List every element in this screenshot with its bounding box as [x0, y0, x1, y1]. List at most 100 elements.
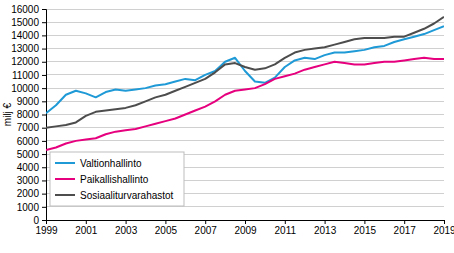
x-tick-label: 2007	[195, 225, 218, 236]
x-tick: 2001	[75, 220, 98, 236]
y-axis-title: milj €	[2, 102, 13, 126]
y-tick: 14000	[11, 30, 46, 41]
legend-swatch	[55, 194, 75, 196]
y-tick-mark	[42, 128, 46, 129]
y-tick-label: 4000	[17, 162, 40, 173]
y-tick: 4000	[17, 162, 46, 173]
x-tick-mark	[126, 220, 127, 224]
x-tick-mark	[364, 220, 365, 224]
x-axis: 1999 2001 2003 2005 2007 2009 2011 2013 2015 2017…	[35, 220, 454, 236]
y-tick-mark	[42, 22, 46, 23]
x-tick: 2005	[155, 220, 178, 236]
x-tick-label: 1999	[35, 225, 58, 236]
legend-label: Paikallishallinto	[80, 174, 149, 185]
grid-line	[46, 140, 444, 141]
y-tick-label: 13000	[11, 43, 39, 54]
y-tick: 6000	[17, 136, 46, 147]
y-tick-label: 1000	[17, 202, 40, 213]
y-tick: 1000	[17, 202, 46, 213]
y-tick-mark	[42, 101, 46, 102]
y-tick-mark	[42, 194, 46, 195]
x-tick-label: 2001	[75, 225, 98, 236]
grid-line	[46, 127, 444, 128]
y-tick-label: 11000	[12, 70, 40, 81]
y-tick-label: 9000	[17, 96, 40, 107]
y-axis-line	[42, 10, 47, 221]
x-tick-mark	[46, 220, 47, 224]
x-tick-mark	[245, 220, 246, 224]
y-tick-mark	[42, 141, 46, 142]
x-tick-mark	[404, 220, 405, 224]
x-tick-mark	[165, 220, 166, 224]
x-tick-mark	[285, 220, 286, 224]
chart: 0100020003000400050006000700080009000100…	[0, 0, 454, 253]
grid-line	[46, 101, 444, 102]
y-tick-label: 2000	[17, 188, 40, 199]
x-tick: 2017	[394, 220, 417, 236]
y-tick-mark	[42, 49, 46, 50]
y-tick: 13000	[11, 43, 46, 54]
x-tick: 2009	[234, 220, 257, 236]
x-tick-label: 2013	[314, 225, 337, 236]
y-tick-label: 12000	[11, 56, 39, 67]
x-tick-mark	[444, 220, 445, 224]
x-tick: 2013	[314, 220, 337, 236]
x-tick: 2011	[275, 220, 297, 236]
y-tick-label: 16000	[11, 4, 39, 15]
x-tick-mark	[86, 220, 87, 224]
y-tick: 9000	[17, 96, 46, 107]
legend-box	[50, 152, 184, 206]
y-axis: 0100020003000400050006000700080009000100…	[11, 4, 46, 226]
lines	[46, 17, 444, 150]
y-tick: 11000	[12, 70, 46, 81]
y-tick-mark	[42, 35, 46, 36]
y-tick-label: 14000	[11, 30, 39, 41]
legend-swatch	[55, 162, 75, 164]
y-tick-mark	[42, 62, 46, 63]
x-tick-label: 2011	[275, 225, 297, 236]
y-tick-label: 10000	[11, 83, 39, 94]
y-tick: 16000	[11, 4, 46, 15]
x-tick-label: 2017	[394, 225, 417, 236]
grid	[46, 9, 444, 220]
legend-label: Valtionhallinto	[80, 158, 142, 169]
grid-line	[46, 22, 444, 23]
y-tick: 5000	[17, 149, 46, 160]
x-tick-label: 2019	[433, 225, 454, 236]
y-tick-label: 8000	[17, 109, 40, 120]
x-tick: 2015	[354, 220, 377, 236]
y-tick-mark	[42, 180, 46, 181]
x-axis-line	[47, 221, 445, 225]
legend: Valtionhallinto Paikallishallinto Sosiaali…	[50, 152, 184, 206]
series-line	[46, 17, 444, 128]
y-tick-mark	[42, 9, 46, 10]
y-tick: 0	[33, 215, 46, 226]
grid-line	[46, 48, 444, 49]
x-tick: 2019	[433, 220, 454, 236]
grid-line	[46, 35, 444, 36]
x-tick-label: 2003	[115, 225, 138, 236]
x-tick: 2003	[115, 220, 138, 236]
grid-line	[46, 74, 444, 75]
y-tick-mark	[42, 207, 46, 208]
grid-line	[46, 114, 444, 115]
series-line	[46, 26, 444, 113]
y-tick-mark	[42, 154, 46, 155]
x-tick: 2007	[195, 220, 218, 236]
grid-line	[46, 9, 444, 10]
legend-label: Sosiaaliturvarahastot	[80, 190, 174, 201]
y-tick-label: 15000	[11, 17, 39, 28]
y-tick-mark	[42, 115, 46, 116]
x-tick-label: 2015	[354, 225, 377, 236]
y-tick-mark	[42, 167, 46, 168]
y-tick-label: 7000	[17, 122, 40, 133]
plot: 0100020003000400050006000700080009000100…	[11, 4, 454, 236]
x-tick-label: 2009	[234, 225, 257, 236]
y-tick-label: 6000	[17, 136, 40, 147]
y-tick: 15000	[11, 17, 46, 28]
series-line	[46, 58, 444, 150]
y-tick-mark	[42, 220, 46, 221]
x-tick-label: 2005	[155, 225, 178, 236]
y-tick: 10000	[11, 83, 46, 94]
y-tick: 12000	[11, 56, 46, 67]
